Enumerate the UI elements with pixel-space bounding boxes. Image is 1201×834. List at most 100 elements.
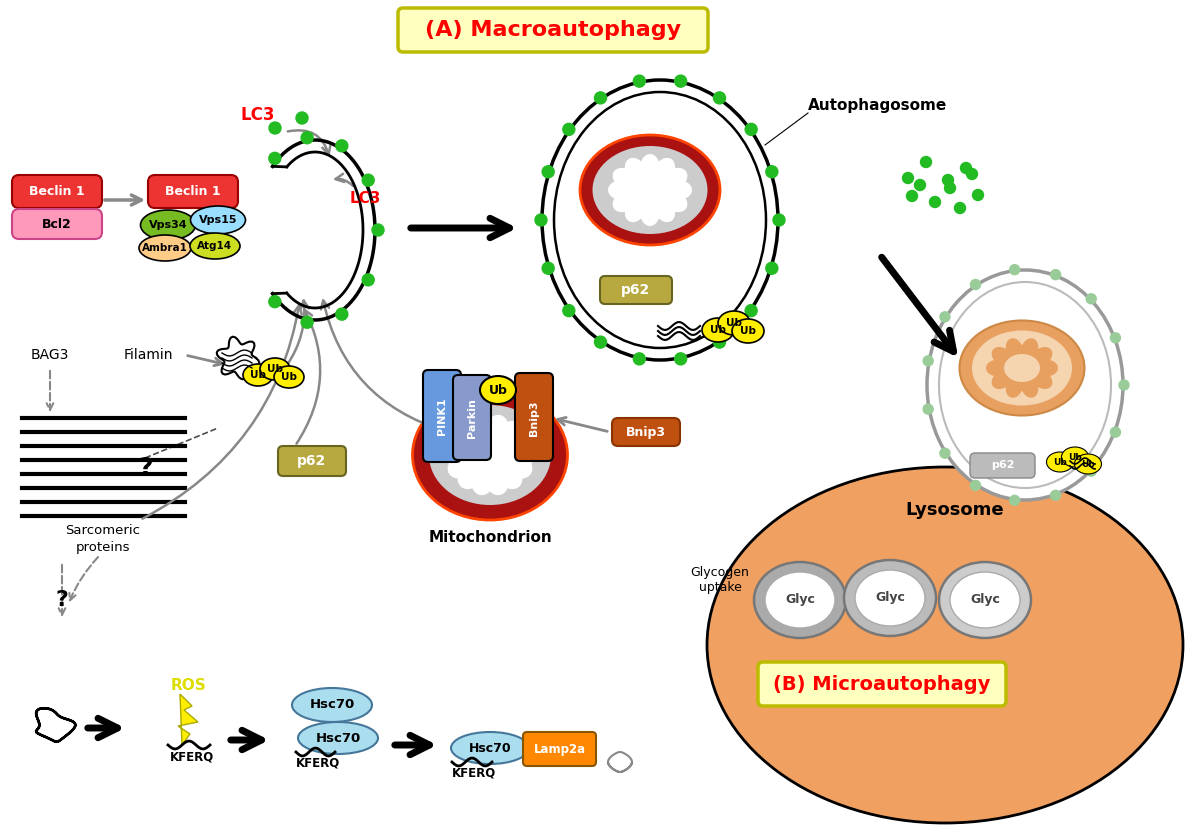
Ellipse shape — [448, 453, 478, 479]
Ellipse shape — [765, 572, 835, 628]
Text: LC3: LC3 — [349, 190, 381, 205]
Ellipse shape — [855, 570, 925, 626]
Text: Autophagosome: Autophagosome — [808, 98, 948, 113]
Text: Ub: Ub — [1053, 458, 1066, 466]
Circle shape — [973, 189, 984, 200]
Circle shape — [594, 336, 607, 348]
Ellipse shape — [625, 196, 647, 222]
Ellipse shape — [664, 180, 692, 200]
Circle shape — [301, 132, 313, 143]
Circle shape — [943, 174, 954, 185]
Ellipse shape — [502, 431, 532, 457]
Text: Ub: Ub — [250, 370, 265, 380]
Ellipse shape — [1075, 454, 1101, 474]
Ellipse shape — [653, 158, 675, 184]
Text: Beclin 1: Beclin 1 — [29, 184, 85, 198]
Text: Lysosome: Lysosome — [906, 501, 1004, 519]
Ellipse shape — [471, 414, 496, 446]
Text: Glyc: Glyc — [876, 591, 904, 605]
Ellipse shape — [448, 431, 478, 457]
Ellipse shape — [992, 347, 1014, 367]
FancyBboxPatch shape — [277, 446, 346, 476]
Circle shape — [269, 122, 281, 134]
Text: p62: p62 — [991, 460, 1015, 470]
Text: Glycogen
uptake: Glycogen uptake — [691, 566, 749, 594]
Circle shape — [940, 448, 950, 458]
Ellipse shape — [592, 146, 707, 234]
Circle shape — [675, 353, 687, 364]
Ellipse shape — [480, 376, 516, 404]
Circle shape — [269, 153, 281, 164]
Text: Bcl2: Bcl2 — [42, 218, 72, 230]
Text: Mitochondrion: Mitochondrion — [428, 530, 552, 545]
Text: (B) Microautophagy: (B) Microautophagy — [773, 675, 991, 694]
Ellipse shape — [504, 443, 536, 467]
Ellipse shape — [1021, 374, 1039, 398]
Text: Vps15: Vps15 — [198, 215, 238, 225]
Circle shape — [269, 296, 281, 308]
FancyBboxPatch shape — [758, 662, 1006, 706]
Ellipse shape — [1030, 347, 1052, 367]
Ellipse shape — [718, 311, 749, 335]
Ellipse shape — [927, 270, 1123, 500]
Polygon shape — [178, 694, 198, 745]
Text: BAG3: BAG3 — [31, 348, 70, 362]
Circle shape — [961, 163, 972, 173]
Ellipse shape — [1046, 452, 1074, 472]
FancyBboxPatch shape — [515, 373, 552, 461]
Ellipse shape — [484, 464, 509, 495]
Circle shape — [967, 168, 978, 179]
Ellipse shape — [190, 233, 240, 259]
Circle shape — [1111, 427, 1121, 437]
FancyBboxPatch shape — [398, 8, 709, 52]
Circle shape — [1086, 294, 1097, 304]
Ellipse shape — [274, 366, 304, 388]
Circle shape — [970, 480, 980, 490]
Ellipse shape — [139, 235, 191, 261]
Ellipse shape — [243, 364, 273, 386]
Circle shape — [907, 190, 918, 202]
Circle shape — [1086, 466, 1097, 476]
Ellipse shape — [458, 460, 485, 489]
Ellipse shape — [703, 318, 734, 342]
Circle shape — [713, 336, 725, 348]
Ellipse shape — [429, 405, 551, 505]
Ellipse shape — [625, 158, 647, 184]
Circle shape — [924, 356, 933, 366]
Ellipse shape — [1030, 369, 1052, 389]
Text: Hsc70: Hsc70 — [468, 741, 512, 755]
Ellipse shape — [707, 467, 1183, 823]
Ellipse shape — [1004, 354, 1040, 382]
Ellipse shape — [1062, 447, 1088, 467]
Text: Atg14: Atg14 — [197, 241, 233, 251]
Circle shape — [745, 304, 757, 317]
Ellipse shape — [640, 198, 661, 226]
Text: Ub: Ub — [267, 364, 283, 374]
FancyBboxPatch shape — [12, 209, 102, 239]
Ellipse shape — [960, 320, 1085, 415]
Circle shape — [372, 224, 384, 236]
Circle shape — [930, 197, 940, 208]
Ellipse shape — [939, 282, 1111, 488]
Circle shape — [295, 112, 307, 124]
Circle shape — [713, 92, 725, 104]
Text: LC3: LC3 — [240, 106, 275, 124]
Circle shape — [301, 316, 313, 329]
FancyBboxPatch shape — [12, 175, 102, 208]
Ellipse shape — [1005, 374, 1023, 398]
Ellipse shape — [412, 390, 568, 520]
Circle shape — [745, 123, 757, 135]
Circle shape — [534, 214, 546, 226]
Text: proteins: proteins — [76, 540, 130, 554]
Ellipse shape — [502, 453, 532, 479]
Ellipse shape — [939, 562, 1030, 638]
Text: PINK1: PINK1 — [437, 397, 447, 435]
Text: Ub: Ub — [281, 372, 297, 382]
FancyBboxPatch shape — [148, 175, 238, 208]
Circle shape — [363, 174, 375, 186]
Text: Vps34: Vps34 — [149, 220, 187, 230]
Text: KFERQ: KFERQ — [452, 766, 496, 780]
Text: Beclin 1: Beclin 1 — [166, 184, 221, 198]
Circle shape — [1051, 490, 1060, 500]
Ellipse shape — [986, 359, 1010, 376]
